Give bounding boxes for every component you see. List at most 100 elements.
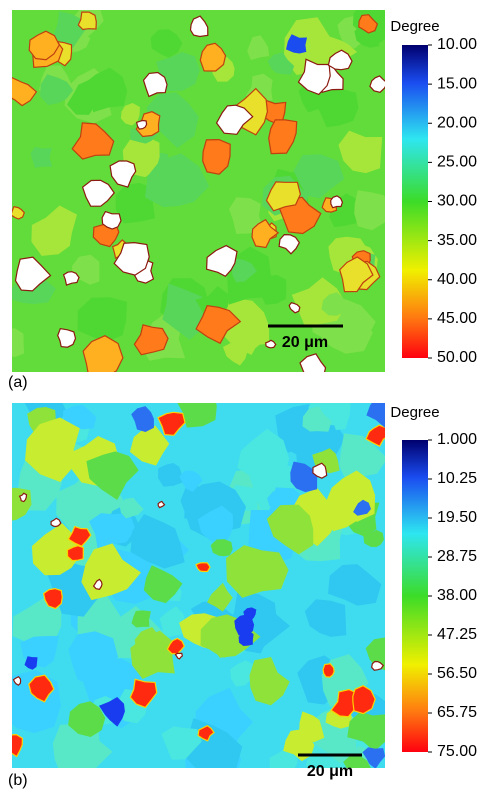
grain [68,631,119,687]
colorbar-tick-label: 10.00 [437,36,477,53]
grain [53,11,86,48]
grain [161,726,202,760]
grain [321,292,348,316]
grain [195,305,242,345]
grain [68,701,106,737]
grain [40,74,74,106]
grain [142,71,168,98]
grain [249,657,290,706]
grain [129,425,170,466]
grain [238,630,254,646]
colorbar-tick-label: 35.00 [437,232,477,249]
grain [12,77,38,107]
grain [101,210,122,230]
grain [89,513,136,551]
grain [77,297,127,341]
grain [330,195,344,209]
grain [339,433,385,481]
grain [338,130,383,174]
grain [195,562,211,573]
colorbar [402,45,428,358]
grain [31,523,81,576]
colorbar-tick-label: 40.00 [437,271,477,288]
grain [325,488,370,532]
grain [25,417,80,482]
grain [265,339,277,349]
grain [145,153,210,208]
grain [12,206,25,220]
grain [363,529,384,548]
grain [313,86,359,128]
colorbar-tick-label: 15.00 [437,75,477,92]
grain [283,17,338,75]
grain [366,403,385,428]
grain [278,233,301,255]
grain [42,587,63,610]
colorbar-tick-label: 28.75 [437,548,477,565]
grain [210,539,233,557]
grain [352,685,376,715]
grain [120,103,140,126]
grain [369,75,385,93]
grain [99,697,125,727]
colorbar-tick-label: 50.00 [437,349,477,366]
grain [299,353,327,372]
grain [135,119,148,130]
grain [131,610,151,628]
grain [202,138,231,175]
grain [67,525,92,547]
colorbar-tick-label: 1.000 [437,431,477,448]
grain [82,335,124,372]
grain [232,258,257,283]
grain [322,663,335,678]
grain [302,406,332,432]
grain [358,14,379,34]
grain [113,241,150,276]
grain [71,122,115,160]
panel-label: (b) [8,772,28,789]
grain [86,451,139,500]
grain [150,29,183,58]
grain [109,160,137,188]
grain [243,607,257,622]
grain [31,205,77,256]
colorbar-tick-label: 30.00 [437,193,477,210]
grain [157,411,186,436]
grain [223,339,249,366]
colorbar-title: Degree [390,18,439,35]
grain [30,146,53,168]
grain [159,606,186,639]
grain [131,406,154,432]
grain [215,104,254,135]
grain [50,517,62,528]
grain [251,218,280,249]
grain [12,670,61,734]
grain [77,11,97,31]
grain [143,565,183,604]
grain [157,500,166,509]
grain [283,729,315,762]
grain [156,52,200,91]
grain [28,674,55,703]
colorbar-tick-label: 19.50 [437,509,477,526]
panel-label: (a) [8,374,28,391]
colorbar-tick-label: 25.00 [437,154,477,171]
grain [197,505,234,548]
grain [197,724,215,742]
grain [354,190,385,231]
grain [230,660,255,687]
grain [166,637,186,655]
grain [115,182,155,224]
colorbar-tick-label: 10.25 [437,470,477,487]
grain [266,504,314,555]
grain [237,428,290,488]
colorbar-tick-label: 20.00 [437,114,477,131]
grain [12,733,24,758]
colorbar-tick-label: 38.00 [437,587,477,604]
grain [226,545,289,598]
grain-regions [12,10,385,372]
grain [327,49,353,71]
colorbar [402,440,428,752]
grain [62,271,80,286]
